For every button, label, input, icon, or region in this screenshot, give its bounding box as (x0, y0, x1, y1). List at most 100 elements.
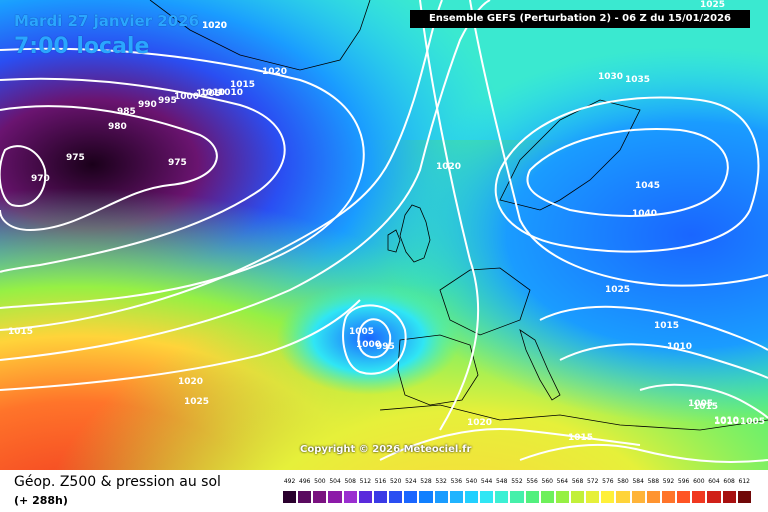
legend-swatch (706, 490, 722, 504)
isobar-label: 1020 (202, 21, 227, 31)
coastline-greenland (149, 0, 371, 71)
isobar-label: 1015 (568, 433, 593, 443)
legend-value-label: 520 (389, 478, 402, 485)
isobar-label: 1015 (8, 327, 33, 337)
isobar-1020-atl (0, 0, 491, 361)
legend-swatch (539, 490, 555, 504)
legend-value-label: 532 (435, 478, 447, 485)
legend-labels: 492 496 500 504 508 512 516 520 524 528 532 536 540 5… (282, 478, 752, 488)
legend-value-label: 528 (420, 478, 432, 485)
isobar-label: 985 (117, 107, 136, 117)
isobar-label: 975 (66, 153, 85, 163)
isobar-africa-1020 (379, 428, 641, 461)
coastline-france-germany (439, 267, 531, 336)
legend-value-label: 544 (480, 478, 493, 485)
legend-swatch (585, 490, 601, 504)
legend-value-label: 604 (708, 478, 720, 485)
legend-swatch (600, 490, 616, 504)
legend-swatch (676, 490, 692, 504)
forecast-lead-time: (+ 288h) (14, 494, 68, 507)
legend-value-label: 500 (314, 478, 326, 485)
legend-swatch (569, 490, 586, 504)
isobar-label: 1020 (262, 67, 287, 77)
forecast-local-time: 7:00 locale (14, 34, 150, 59)
coastline-british-isles (399, 204, 431, 263)
isobar-scandi-high-2 (494, 96, 760, 253)
legend-swatch (342, 490, 358, 504)
isobar-label: 995 (376, 342, 395, 352)
coastline-iberia (397, 334, 479, 406)
legend-swatch (327, 490, 343, 504)
legend-swatch (479, 490, 495, 504)
isobar-label: 1010 (714, 417, 739, 427)
isobar-scandi-high (526, 128, 729, 217)
legend-swatch (312, 490, 328, 504)
isobar-label: 980 (108, 122, 127, 132)
legend-swatch (509, 490, 525, 504)
isobar-label: 1005 (740, 417, 765, 427)
legend-swatch (433, 490, 449, 504)
legend-swatch (297, 490, 313, 504)
legend-value-label: 584 (632, 478, 644, 485)
isobar-label: 1025 (184, 397, 209, 407)
legend-value-label: 580 (617, 478, 629, 485)
legend-value-label: 508 (344, 478, 356, 485)
isobar-med-1015 (539, 305, 768, 351)
isobar-label: 1035 (625, 75, 650, 85)
legend-swatch (418, 490, 434, 504)
legend-value-label: 516 (374, 478, 387, 485)
legend-swatch (691, 490, 707, 504)
isobar-label: 995 (158, 96, 177, 106)
isobar-label: 1005 (196, 89, 221, 99)
legend-value-label: 612 (738, 478, 750, 485)
run-info-banner: Ensemble GEFS (Perturbation 2) - 06 Z du… (410, 10, 750, 28)
isobar-label: 1025 (700, 0, 725, 10)
legend-swatch (645, 490, 661, 504)
legend-value-label: 588 (647, 478, 660, 485)
isobar-label: 1005 (688, 399, 713, 409)
isobar-label: 1020 (178, 377, 203, 387)
legend-value-label: 536 (450, 478, 463, 485)
isobar-low-ring (0, 105, 218, 232)
isobar-label: 1010 (667, 342, 692, 352)
isobar-1025-sw (0, 299, 361, 391)
legend-value-label: 548 (496, 478, 508, 485)
legend-value-label: 564 (556, 478, 569, 485)
legend-value-label: 492 (283, 478, 296, 485)
isobar-label: 1030 (598, 72, 623, 82)
isobar-europe-1020 (419, 0, 480, 431)
legend-swatch (282, 490, 298, 504)
copyright-notice: Copyright © 2026 Meteociel.fr (300, 444, 472, 455)
legend-swatch (388, 490, 404, 504)
isobar-label: 1015 (230, 80, 255, 90)
legend-value-label: 496 (299, 478, 311, 485)
legend-value-label: 568 (571, 478, 584, 485)
isobar-1010-atl (0, 47, 365, 309)
legend-value-label: 556 (526, 478, 538, 485)
isobar-label: 1040 (632, 209, 657, 219)
legend-value-label: 504 (329, 478, 341, 485)
coastline-ireland (387, 229, 401, 253)
isobar-label: 970 (31, 174, 50, 184)
legend-swatch (357, 490, 373, 504)
isobar-iberia-low-2 (342, 304, 407, 375)
map-product-title: Géop. Z500 & pression au sol (14, 474, 221, 490)
legend-value-label: 512 (359, 478, 372, 485)
isobar-label: 990 (138, 100, 157, 110)
legend-swatches (282, 490, 752, 504)
iberian-cutoff-low (0, 0, 768, 470)
legend-value-label: 596 (677, 478, 690, 485)
isobar-label: 1015 (654, 321, 679, 331)
legend-swatch (524, 490, 540, 504)
isobar-labels: 1020 1020 1015 1010 1005 1000 995 990 98… (8, 0, 765, 443)
legend-value-label: 592 (662, 478, 675, 485)
legend-value-label: 576 (602, 478, 614, 485)
isobar-label: 1005 (349, 327, 374, 337)
legend-swatch (721, 490, 737, 504)
legend-swatch (615, 490, 631, 504)
isobar-1015-atl (0, 0, 443, 331)
legend-swatch (630, 490, 646, 504)
isobar-europe-1025 (469, 0, 768, 287)
isobar-label: 1015 (693, 402, 718, 412)
